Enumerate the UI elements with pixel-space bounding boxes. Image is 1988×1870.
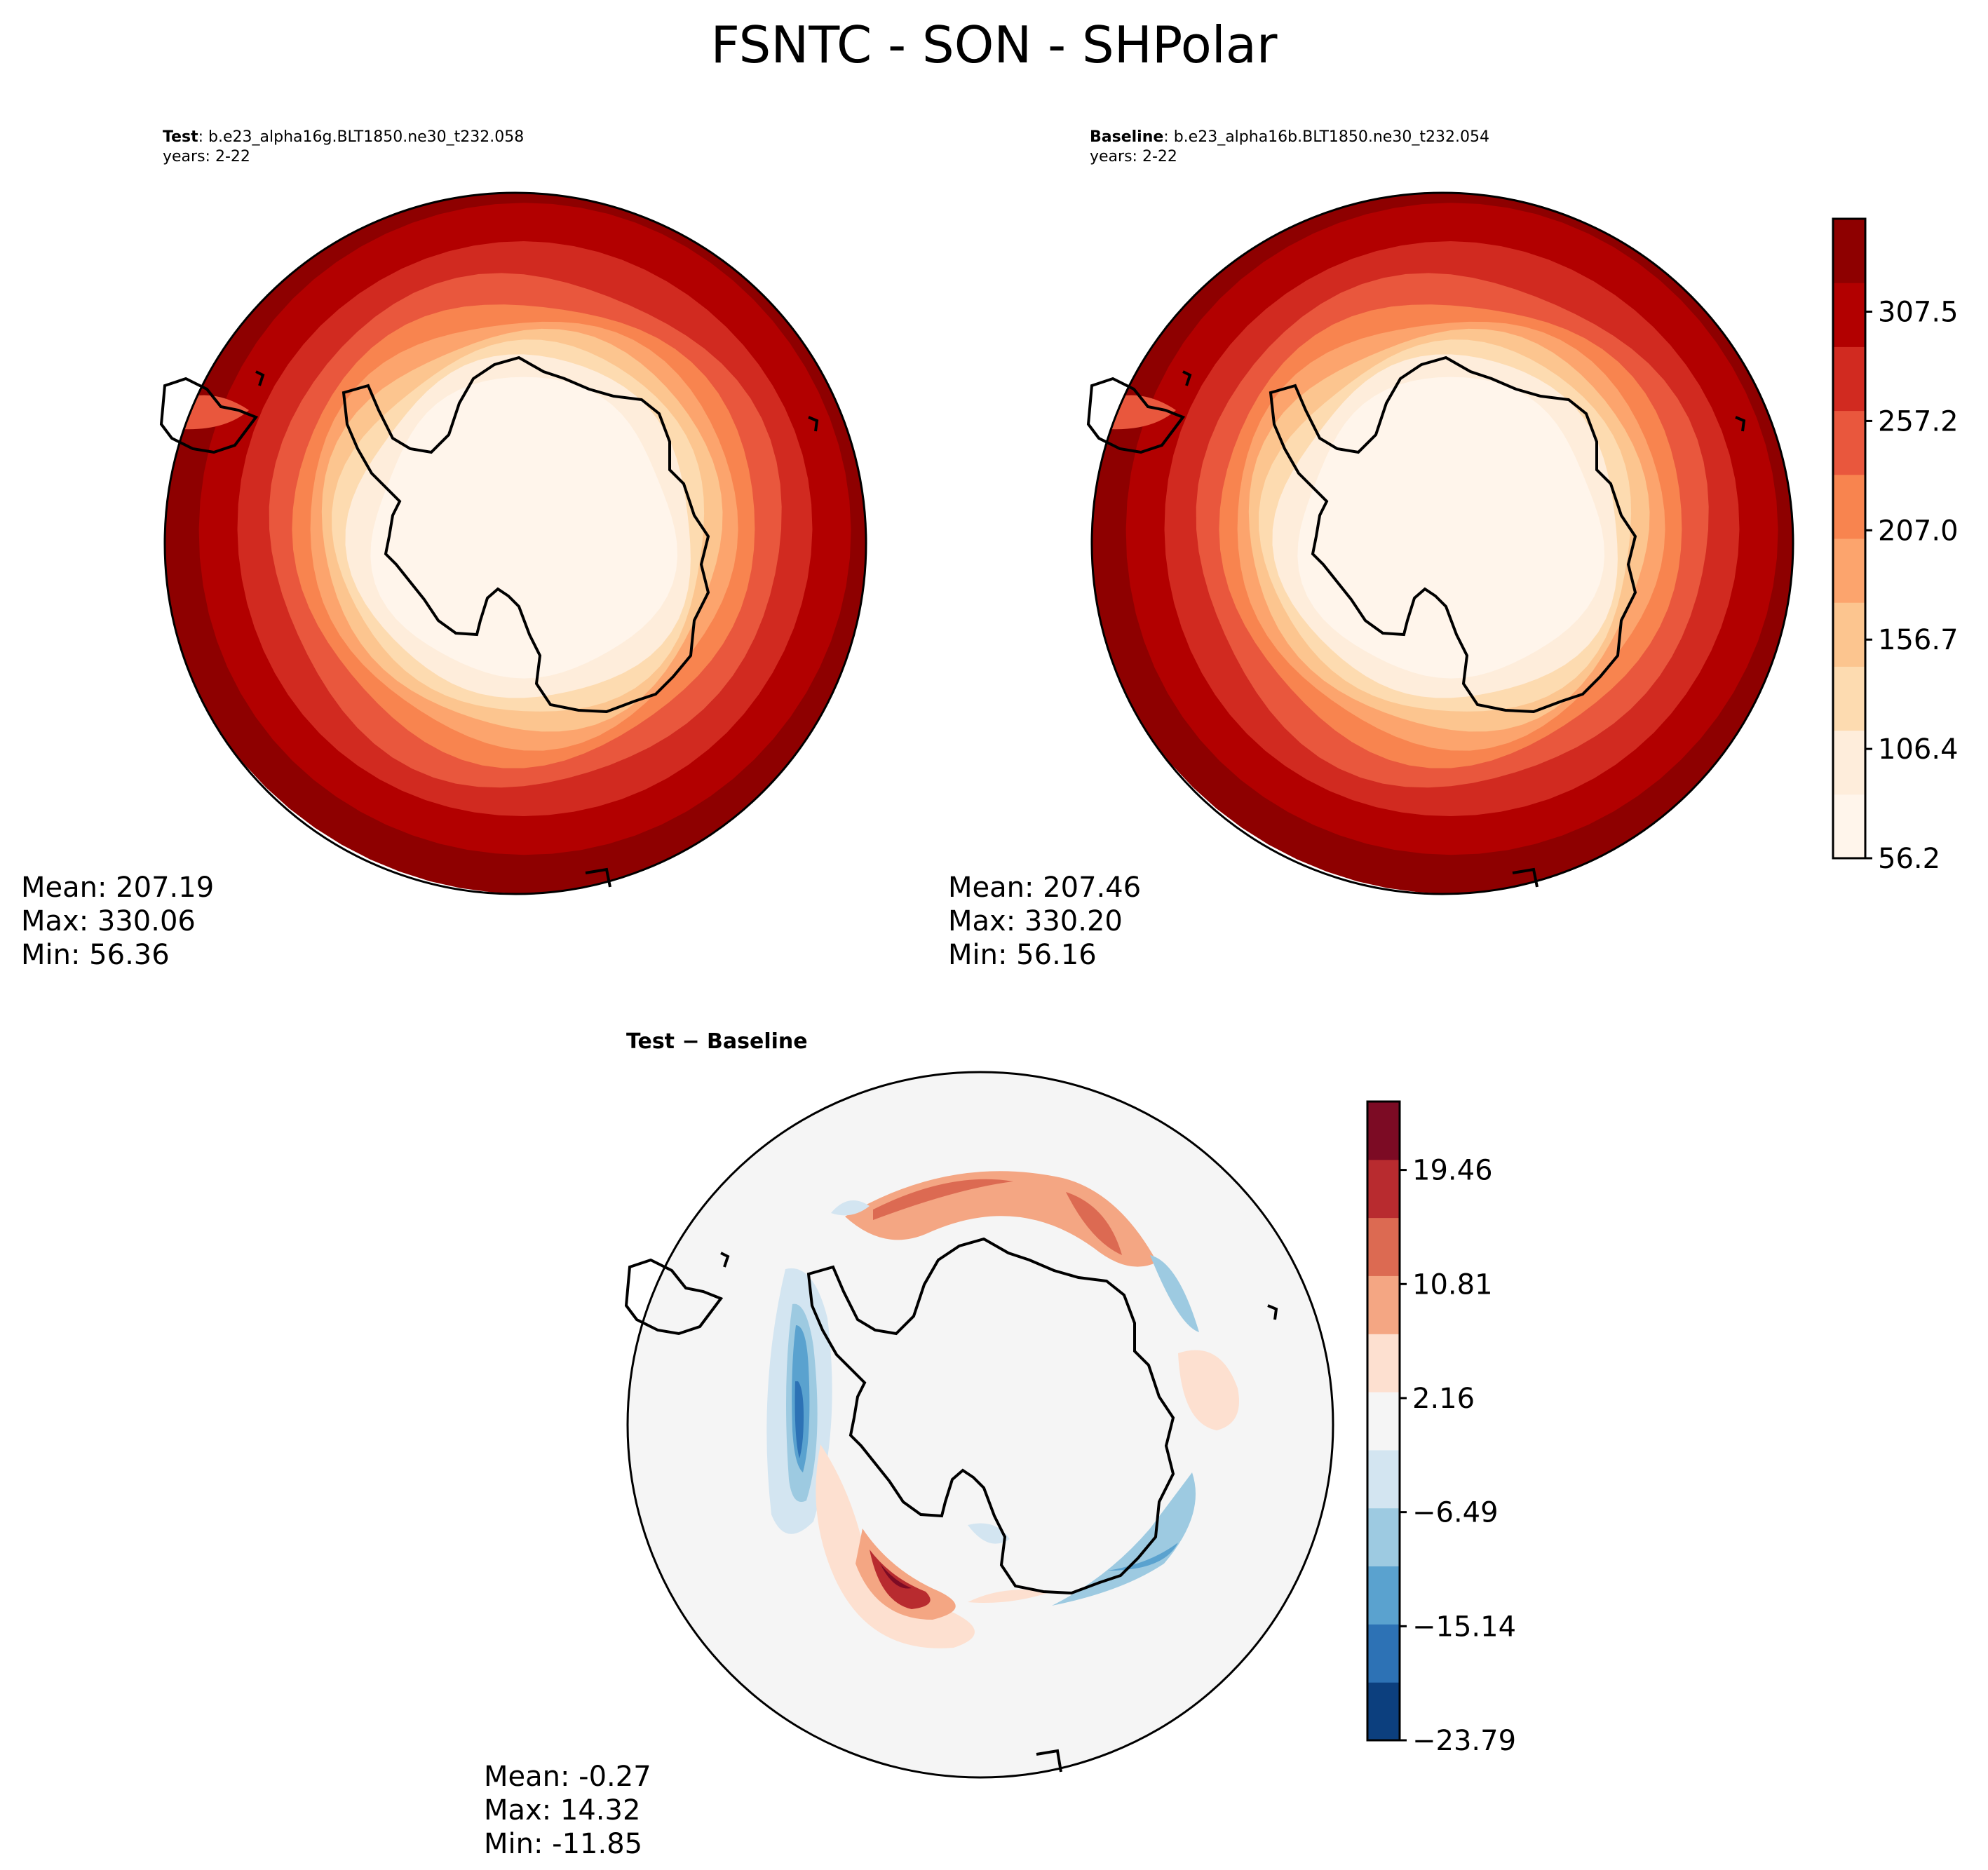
test-field-contours <box>165 193 866 894</box>
baseline-min: Min: 56.16 <box>948 939 1097 971</box>
colorbar-tick-label: 10.81 <box>1412 1268 1493 1301</box>
coast-fragment-island <box>255 370 265 386</box>
diff-contour-blob <box>1178 1350 1239 1430</box>
diff-stats: Mean: -0.27 Max: 14.32 Min: -11.85 <box>484 1760 651 1861</box>
baseline-label: Baseline: b.e23_alpha16b.BLT1850.ne30_t2… <box>1090 128 1489 147</box>
colorbar-segment <box>1833 346 1865 412</box>
colorbar-frame <box>1832 217 1867 860</box>
colorbar-segment <box>1367 1275 1400 1334</box>
figure-title: FSNTC - SON - SHPolar <box>710 15 1278 74</box>
colorbar-tick-label: 257.2 <box>1878 405 1959 438</box>
baseline-label-bold: Baseline <box>1090 128 1164 146</box>
coast-fragment-right <box>1267 1304 1278 1320</box>
baseline-field-contours <box>1092 193 1793 894</box>
colorbar-segment <box>1367 1507 1400 1566</box>
colorbar-segment <box>1833 283 1865 347</box>
test-map-boundary <box>163 191 867 895</box>
baseline-max: Max: 330.20 <box>948 905 1123 937</box>
test-max: Max: 330.06 <box>21 905 196 937</box>
baseline-map <box>1087 191 1794 895</box>
diff-background <box>628 1072 1333 1777</box>
test-mean: Mean: 207.19 <box>21 872 215 904</box>
colorbar-segment <box>1833 794 1865 859</box>
test-map <box>160 191 867 895</box>
colorbar-segment <box>1833 602 1865 667</box>
coast-fragment-right <box>1735 416 1746 432</box>
test-label: Test: b.e23_alpha16g.BLT1850.ne30_t232.0… <box>163 128 524 147</box>
diff-contour-blob <box>856 1529 956 1620</box>
colorbar-tick-label: 156.7 <box>1878 624 1959 656</box>
test-min: Min: 56.36 <box>21 939 170 971</box>
diff-map-boundary <box>626 1071 1334 1779</box>
diff-title: Test − Baseline <box>626 1029 808 1054</box>
baseline-years: years: 2-22 <box>1090 148 1177 165</box>
colorbar-frame <box>1366 1100 1401 1742</box>
diff-colorbar: −23.79 −15.14 −6.49 2.16 10.81 19.46 <box>1366 1100 1516 1757</box>
diff-contour-blob <box>880 1564 912 1589</box>
baseline-label-case: : b.e23_alpha16b.BLT1850.ne30_t232.054 <box>1163 128 1489 146</box>
field-contour-level <box>370 377 678 679</box>
colorbar-tick-label: −15.14 <box>1412 1611 1516 1643</box>
colorbar-segment <box>1367 1682 1400 1741</box>
colorbar-tick-label: 56.2 <box>1878 843 1940 875</box>
coast-fragment-right <box>808 416 819 432</box>
diff-contour-blob <box>816 1444 975 1648</box>
colorbar-segment <box>1367 1217 1400 1276</box>
colorbar-segment <box>1833 410 1865 475</box>
baseline-mean: Mean: 207.46 <box>948 872 1142 904</box>
diff-map <box>625 1071 1334 1779</box>
colorbar-segment <box>1367 1624 1400 1683</box>
diff-contour-blob <box>794 1381 804 1458</box>
diff-contour-blob <box>1150 1255 1199 1332</box>
diff-max: Max: 14.32 <box>484 1794 641 1827</box>
diff-contour-blob <box>968 1590 1052 1603</box>
colorbar-segment <box>1833 219 1865 283</box>
coast-fragment-island <box>720 1252 730 1268</box>
diff-contour-blob <box>1108 1543 1178 1571</box>
diff-field-contours <box>766 1171 1239 1648</box>
diff-contour-blob <box>968 1523 1010 1544</box>
colorbar-segment <box>1833 666 1865 731</box>
diff-contour-blob <box>1066 1192 1122 1255</box>
colorbar-tick-label: 106.4 <box>1878 733 1959 766</box>
diff-mean: Mean: -0.27 <box>484 1761 651 1793</box>
baseline-map-boundary <box>1090 191 1794 895</box>
field-colorbar: 56.2 106.4 156.7 207.0 257.2 307.5 <box>1832 217 1959 875</box>
test-label-bold: Test <box>163 128 198 146</box>
test-years: years: 2-22 <box>163 148 250 165</box>
colorbar-segment <box>1367 1392 1400 1451</box>
diff-coastlines <box>625 1238 1278 1773</box>
diff-contour-blob <box>870 1550 931 1609</box>
colorbar-segment <box>1833 538 1865 603</box>
coast-fragment-bottom <box>1036 1749 1062 1773</box>
colorbar-tick-label: 207.0 <box>1878 515 1959 547</box>
colorbar-segment <box>1367 1334 1400 1393</box>
colorbar-tick-label: −23.79 <box>1412 1725 1516 1757</box>
baseline-stats: Mean: 207.46 Max: 330.20 Min: 56.16 <box>948 871 1141 972</box>
colorbar-tick-label: −6.49 <box>1412 1497 1499 1529</box>
diff-contour-blob <box>873 1179 1013 1220</box>
test-label-case: : b.e23_alpha16g.BLT1850.ne30_t232.058 <box>198 128 525 146</box>
diff-contour-blob <box>1052 1472 1196 1606</box>
colorbar-segment <box>1833 474 1865 539</box>
colorbar-tick-label: 19.46 <box>1412 1155 1493 1187</box>
colorbar-segment <box>1367 1449 1400 1509</box>
diff-min: Min: -11.85 <box>484 1828 643 1860</box>
field-contour-level <box>1297 377 1605 679</box>
colorbar-tick-label: 2.16 <box>1412 1383 1475 1415</box>
colorbar-segment <box>1833 730 1865 795</box>
colorbar-segment <box>1367 1102 1400 1160</box>
colorbar-segment <box>1367 1159 1400 1219</box>
test-stats: Mean: 207.19 Max: 330.06 Min: 56.36 <box>21 871 214 972</box>
colorbar-tick-label: 307.5 <box>1878 297 1959 329</box>
coast-fragment-island <box>1182 370 1192 386</box>
colorbar-segment <box>1367 1566 1400 1625</box>
diff-contour-blob <box>831 1200 870 1216</box>
